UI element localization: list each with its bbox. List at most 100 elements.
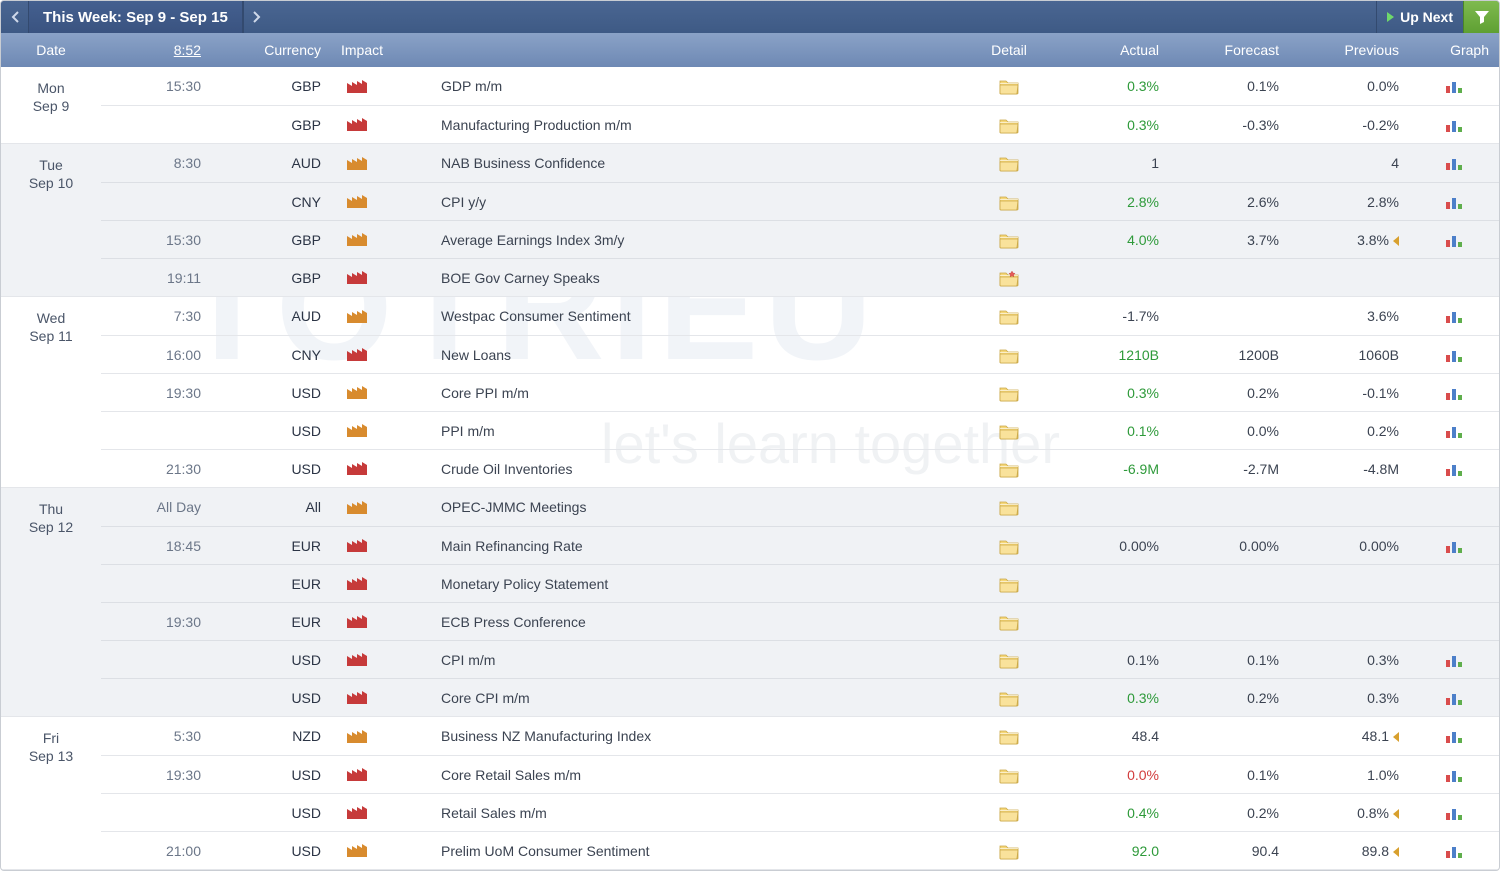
graph-icon[interactable] [1409, 804, 1499, 822]
event-impact [331, 153, 431, 174]
event-row[interactable]: 18:45 EUR Main Refinancing Rate 0.00% 0.… [101, 526, 1499, 564]
graph-icon[interactable] [1409, 842, 1499, 860]
event-graph [1409, 77, 1499, 95]
event-previous: 48.1 [1289, 728, 1409, 744]
event-row[interactable]: 21:00 USD Prelim UoM Consumer Sentiment … [101, 831, 1499, 869]
graph-icon[interactable] [1409, 116, 1499, 134]
event-row[interactable]: 19:30 USD Core PPI m/m 0.3% 0.2% -0.1% [101, 373, 1499, 411]
folder-icon[interactable] [969, 537, 1049, 555]
folder-icon[interactable] [969, 613, 1049, 631]
event-row[interactable]: EUR Monetary Policy Statement [101, 564, 1499, 602]
header-detail[interactable]: Detail [969, 42, 1049, 58]
folder-icon[interactable] [969, 498, 1049, 516]
folder-icon[interactable] [969, 346, 1049, 364]
impact-icon [345, 344, 369, 362]
graph-icon[interactable] [1409, 77, 1499, 95]
folder-icon[interactable] [969, 575, 1049, 593]
event-forecast: 0.1% [1169, 652, 1289, 668]
folder-icon[interactable] [969, 154, 1049, 172]
header-forecast[interactable]: Forecast [1169, 42, 1289, 58]
header-graph[interactable]: Graph [1409, 42, 1499, 58]
impact-icon [345, 726, 369, 744]
play-icon [1387, 12, 1394, 22]
event-name: Core PPI m/m [431, 385, 969, 401]
event-actual: 0.1% [1049, 423, 1169, 439]
impact-icon [345, 153, 369, 171]
header-impact[interactable]: Impact [331, 42, 431, 58]
next-week-button[interactable] [243, 1, 271, 33]
event-impact [331, 191, 431, 212]
event-row[interactable]: 19:30 EUR ECB Press Conference [101, 602, 1499, 640]
day-block: ThuSep 12 All Day All OPEC-JMMC Meetings… [1, 488, 1499, 717]
graph-icon[interactable] [1409, 727, 1499, 745]
graph-icon[interactable] [1409, 460, 1499, 478]
event-row[interactable]: USD PPI m/m 0.1% 0.0% 0.2% [101, 411, 1499, 449]
event-row[interactable]: USD CPI m/m 0.1% 0.1% 0.3% [101, 640, 1499, 678]
folder-icon[interactable] [969, 727, 1049, 745]
event-forecast: -2.7M [1169, 461, 1289, 477]
graph-icon[interactable] [1409, 346, 1499, 364]
event-row[interactable]: 19:30 USD Core Retail Sales m/m 0.0% 0.1… [101, 755, 1499, 793]
folder-icon[interactable] [969, 384, 1049, 402]
event-row[interactable]: 16:00 CNY New Loans 1210B 1200B 1060B [101, 335, 1499, 373]
header-actual[interactable]: Actual [1049, 42, 1169, 58]
event-detail [969, 231, 1049, 249]
folder-icon[interactable] [969, 689, 1049, 707]
folder-icon[interactable] [969, 307, 1049, 325]
header-time[interactable]: 8:52 [101, 42, 211, 58]
folder-icon[interactable] [969, 77, 1049, 95]
day-rows: 5:30 NZD Business NZ Manufacturing Index… [101, 717, 1499, 869]
header-currency[interactable]: Currency [211, 42, 331, 58]
folder-icon[interactable] [969, 651, 1049, 669]
impact-icon [345, 649, 369, 667]
graph-icon[interactable] [1409, 422, 1499, 440]
event-row[interactable]: CNY CPI y/y 2.8% 2.6% 2.8% [101, 182, 1499, 220]
event-row[interactable]: 15:30 GBP Average Earnings Index 3m/y 4.… [101, 220, 1499, 258]
event-row[interactable]: 19:11 GBP BOE Gov Carney Speaks [101, 258, 1499, 296]
event-row[interactable]: GBP Manufacturing Production m/m 0.3% -0… [101, 105, 1499, 143]
graph-icon[interactable] [1409, 231, 1499, 249]
prev-week-button[interactable] [1, 1, 29, 33]
topbar: This Week: Sep 9 - Sep 15 Up Next [1, 1, 1499, 33]
event-row[interactable]: USD Retail Sales m/m 0.4% 0.2% 0.8% [101, 793, 1499, 831]
folder-icon[interactable] [969, 766, 1049, 784]
date-cell: MonSep 9 [1, 67, 101, 143]
folder-icon[interactable] [969, 804, 1049, 822]
folder-icon[interactable] [969, 842, 1049, 860]
event-row[interactable]: 21:30 USD Crude Oil Inventories -6.9M -2… [101, 449, 1499, 487]
graph-icon[interactable] [1409, 689, 1499, 707]
folder-icon[interactable] [969, 422, 1049, 440]
event-currency: AUD [211, 308, 331, 324]
event-previous: -0.1% [1289, 385, 1409, 401]
graph-icon[interactable] [1409, 154, 1499, 172]
header-date[interactable]: Date [1, 42, 101, 58]
graph-icon[interactable] [1409, 537, 1499, 555]
folder-icon[interactable] [969, 460, 1049, 478]
graph-icon[interactable] [1409, 193, 1499, 211]
event-impact [331, 267, 431, 288]
up-next-button[interactable]: Up Next [1376, 1, 1463, 33]
event-row[interactable]: USD Core CPI m/m 0.3% 0.2% 0.3% [101, 678, 1499, 716]
folder-icon[interactable] [969, 269, 1049, 287]
graph-icon[interactable] [1409, 307, 1499, 325]
impact-icon [345, 802, 369, 820]
event-name: BOE Gov Carney Speaks [431, 270, 969, 286]
graph-icon[interactable] [1409, 651, 1499, 669]
folder-icon[interactable] [969, 231, 1049, 249]
event-row[interactable]: 8:30 AUD NAB Business Confidence 1 4 [101, 144, 1499, 182]
day-of-week: Tue [1, 156, 101, 174]
event-row[interactable]: 15:30 GBP GDP m/m 0.3% 0.1% 0.0% [101, 67, 1499, 105]
event-row[interactable]: 5:30 NZD Business NZ Manufacturing Index… [101, 717, 1499, 755]
graph-icon[interactable] [1409, 384, 1499, 402]
event-row[interactable]: 7:30 AUD Westpac Consumer Sentiment -1.7… [101, 297, 1499, 335]
filter-button[interactable] [1463, 1, 1499, 33]
folder-icon[interactable] [969, 116, 1049, 134]
header-previous[interactable]: Previous [1289, 42, 1409, 58]
week-label[interactable]: This Week: Sep 9 - Sep 15 [29, 1, 243, 33]
folder-icon[interactable] [969, 193, 1049, 211]
event-row[interactable]: All Day All OPEC-JMMC Meetings [101, 488, 1499, 526]
event-currency: EUR [211, 576, 331, 592]
event-graph [1409, 346, 1499, 364]
event-name: New Loans [431, 347, 969, 363]
graph-icon[interactable] [1409, 766, 1499, 784]
